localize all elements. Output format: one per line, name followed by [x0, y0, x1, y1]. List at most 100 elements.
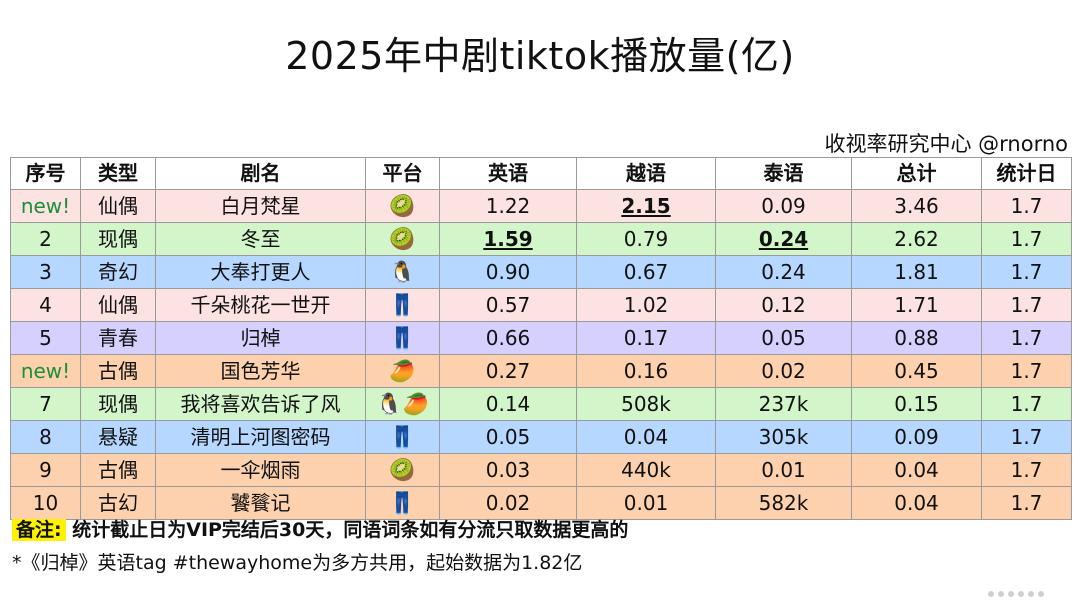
- note: 备注: 统计截止日为VIP完结后30天，同语词条如有分流只取数据更高的: [12, 515, 628, 545]
- english-views-cell: 0.27: [439, 354, 577, 388]
- mango-icon: 🥭: [365, 354, 440, 388]
- row-number-cell: 4: [10, 288, 81, 322]
- english-views-cell: 0.57: [439, 288, 577, 322]
- table-row: 9 古偶 一伞烟雨 🥝 0.03 440k 0.01 0.04 1.7: [10, 453, 1072, 487]
- total-views-cell: 0.04: [851, 486, 982, 520]
- genre-cell: 悬疑: [80, 420, 156, 454]
- table-row: 10 古幻 饕餮记 👖 0.02 0.01 582k 0.04 1.7: [10, 486, 1072, 520]
- row-number-cell: new!: [10, 354, 81, 388]
- total-views-cell: 0.45: [851, 354, 982, 388]
- row-number-cell: 3: [10, 255, 81, 289]
- jeans-icon: 👖: [365, 288, 440, 322]
- row-number-cell: new!: [10, 189, 81, 223]
- drama-title-cell: 大奉打更人: [155, 255, 366, 289]
- vietnamese-views-cell: 0.79: [576, 222, 716, 256]
- stat-date-cell: 1.7: [981, 189, 1072, 223]
- genre-cell: 古偶: [80, 453, 156, 487]
- english-views-cell: 0.05: [439, 420, 577, 454]
- english-views-cell: 0.66: [439, 321, 577, 355]
- carousel-dot[interactable]: [988, 591, 994, 597]
- drama-title-cell: 冬至: [155, 222, 366, 256]
- header-english: 英语: [439, 157, 577, 190]
- total-views-cell: 0.09: [851, 420, 982, 454]
- row-number-cell: 10: [10, 486, 81, 520]
- stat-date-cell: 1.7: [981, 354, 1072, 388]
- drama-title-cell: 白月梵星: [155, 189, 366, 223]
- drama-title-cell: 饕餮记: [155, 486, 366, 520]
- vietnamese-views-cell: 0.16: [576, 354, 716, 388]
- carousel-dot[interactable]: [1038, 591, 1044, 597]
- header-total: 总计: [851, 157, 982, 190]
- genre-cell: 现偶: [80, 387, 156, 421]
- carousel-dot[interactable]: [1028, 591, 1034, 597]
- drama-title-cell: 清明上河图密码: [155, 420, 366, 454]
- total-views-cell: 1.81: [851, 255, 982, 289]
- row-number-cell: 2: [10, 222, 81, 256]
- stat-date-cell: 1.7: [981, 255, 1072, 289]
- header-genre: 类型: [80, 157, 156, 190]
- stat-date-cell: 1.7: [981, 420, 1072, 454]
- thai-views-cell: 305k: [715, 420, 852, 454]
- drama-title-cell: 我将喜欢告诉了风: [155, 387, 366, 421]
- thai-views-cell: 237k: [715, 387, 852, 421]
- header-vietnamese: 越语: [576, 157, 716, 190]
- vietnamese-views-cell: 440k: [576, 453, 716, 487]
- drama-title-cell: 千朵桃花一世开: [155, 288, 366, 322]
- thai-views-cell: 0.02: [715, 354, 852, 388]
- jeans-icon: 👖: [365, 486, 440, 520]
- table-row: 7 现偶 我将喜欢告诉了风 🐧🥭 0.14 508k 237k 0.15 1.7: [10, 387, 1072, 421]
- thai-views-cell: 582k: [715, 486, 852, 520]
- source-credit: 收视率研究中心 @rnorno: [824, 132, 1068, 156]
- note-text: 统计截止日为VIP完结后30天，同语词条如有分流只取数据更高的: [72, 519, 629, 541]
- kiwi-icon: 🥝: [365, 189, 440, 223]
- total-views-cell: 0.04: [851, 453, 982, 487]
- kiwi-icon: 🥝: [365, 222, 440, 256]
- stat-date-cell: 1.7: [981, 288, 1072, 322]
- footnote: *《归棹》英语tag #thewayhome为多方共用，起始数据为1.82亿: [12, 552, 583, 574]
- thai-views-cell: 0.24: [715, 222, 852, 256]
- header-stat-date: 统计日: [981, 157, 1072, 190]
- carousel-dot[interactable]: [998, 591, 1004, 597]
- vietnamese-views-cell: 0.67: [576, 255, 716, 289]
- row-number-cell: 8: [10, 420, 81, 454]
- thai-views-cell: 0.24: [715, 255, 852, 289]
- stat-date-cell: 1.7: [981, 486, 1072, 520]
- genre-cell: 青春: [80, 321, 156, 355]
- genre-cell: 奇幻: [80, 255, 156, 289]
- stat-date-cell: 1.7: [981, 453, 1072, 487]
- vietnamese-views-cell: 0.01: [576, 486, 716, 520]
- row-number-cell: 7: [10, 387, 81, 421]
- vietnamese-views-cell: 0.17: [576, 321, 716, 355]
- total-views-cell: 0.15: [851, 387, 982, 421]
- table-row: 2 现偶 冬至 🥝 1.59 0.79 0.24 2.62 1.7: [10, 222, 1072, 256]
- english-views-cell: 0.02: [439, 486, 577, 520]
- image-carousel-dots[interactable]: [988, 582, 1058, 597]
- note-label: 备注:: [12, 519, 66, 541]
- english-views-cell: 0.14: [439, 387, 577, 421]
- total-views-cell: 1.71: [851, 288, 982, 322]
- genre-cell: 古偶: [80, 354, 156, 388]
- english-views-cell: 0.90: [439, 255, 577, 289]
- vietnamese-views-cell: 1.02: [576, 288, 716, 322]
- thai-views-cell: 0.12: [715, 288, 852, 322]
- carousel-dot[interactable]: [1018, 591, 1024, 597]
- genre-cell: 仙偶: [80, 189, 156, 223]
- english-views-cell: 1.22: [439, 189, 577, 223]
- header-thai: 泰语: [715, 157, 852, 190]
- english-views-cell: 0.03: [439, 453, 577, 487]
- table-row: 3 奇幻 大奉打更人 🐧 0.90 0.67 0.24 1.81 1.7: [10, 255, 1072, 289]
- jeans-icon: 👖: [365, 420, 440, 454]
- table-row: 4 仙偶 千朵桃花一世开 👖 0.57 1.02 0.12 1.71 1.7: [10, 288, 1072, 322]
- kiwi-icon: 🥝: [365, 453, 440, 487]
- stat-date-cell: 1.7: [981, 321, 1072, 355]
- jeans-icon: 👖: [365, 321, 440, 355]
- penguin-icon mango-icon: 🐧🥭: [365, 387, 440, 421]
- thai-views-cell: 0.05: [715, 321, 852, 355]
- table-body: new! 仙偶 白月梵星 🥝 1.22 2.15 0.09 3.46 1.7 2 现偶 冬至 🥝 1.59…: [10, 189, 1072, 520]
- carousel-dot[interactable]: [1008, 591, 1014, 597]
- drama-title-cell: 归棹: [155, 321, 366, 355]
- thai-views-cell: 0.09: [715, 189, 852, 223]
- row-number-cell: 9: [10, 453, 81, 487]
- table-row: new! 仙偶 白月梵星 🥝 1.22 2.15 0.09 3.46 1.7: [10, 189, 1072, 223]
- drama-title-cell: 国色芳华: [155, 354, 366, 388]
